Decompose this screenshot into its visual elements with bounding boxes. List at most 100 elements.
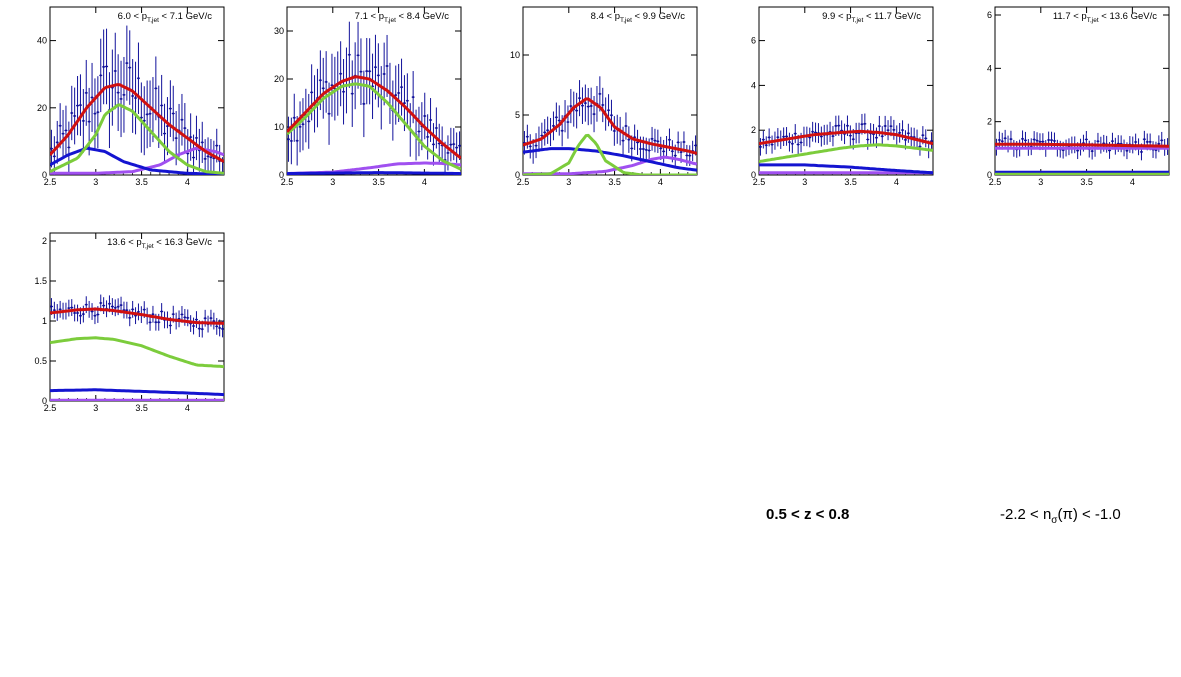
data-point <box>601 103 604 107</box>
data-point <box>163 132 166 135</box>
data-point <box>85 303 88 306</box>
data-point <box>400 86 403 89</box>
data-point <box>552 124 555 127</box>
data-point <box>319 79 322 82</box>
data-point <box>446 151 450 155</box>
data-point <box>811 130 814 133</box>
data-point <box>221 327 224 331</box>
data-point <box>209 156 213 159</box>
data-point <box>799 141 803 144</box>
data-point <box>1041 140 1044 143</box>
data-point <box>215 144 218 147</box>
y-tick-label: 0 <box>987 170 992 180</box>
data-point <box>1001 140 1004 143</box>
x-tick-label: 3.5 <box>844 177 857 187</box>
y-tick-label: 30 <box>274 26 284 36</box>
x-tick-label: 2.5 <box>44 177 57 187</box>
data-point <box>1047 138 1050 142</box>
x-tick-label: 3.5 <box>135 177 148 187</box>
x-tick-label: 2.5 <box>517 177 530 187</box>
data-point <box>776 136 779 139</box>
data-point <box>73 311 76 315</box>
data-point <box>117 91 120 94</box>
x-tick-label: 2.5 <box>753 177 766 187</box>
data-point <box>668 138 671 141</box>
data-point <box>183 316 186 319</box>
data-point <box>154 87 157 90</box>
data-point <box>206 155 210 158</box>
data-point <box>76 104 79 107</box>
panel-5: 2.5 3 3.5 4 0 2 4 6 11.7 < pT,jet < 13.6 GeV/c <box>987 6 1170 187</box>
total-fit-curve <box>523 97 697 155</box>
data-point <box>584 101 587 105</box>
data-point <box>794 132 797 135</box>
data-point <box>852 138 855 141</box>
x-tick-label: 4 <box>185 177 190 187</box>
data-point <box>834 124 837 127</box>
panel-title: 8.4 < pT,jet < 9.9 GeV/c <box>591 11 686 24</box>
green-curve <box>50 336 224 369</box>
data-point <box>831 135 835 138</box>
data-point <box>849 134 852 137</box>
data-point <box>587 105 590 108</box>
y-tick-label: 0 <box>515 170 520 180</box>
data-point <box>875 136 878 139</box>
data-point <box>1157 142 1160 145</box>
data-point <box>67 146 70 149</box>
data-point <box>765 144 768 147</box>
x-tick-label: 3 <box>93 177 98 187</box>
data-point <box>998 138 1001 142</box>
data-point <box>892 128 895 131</box>
data-point <box>1160 139 1163 142</box>
data-point <box>125 62 128 65</box>
data-point <box>1143 138 1146 141</box>
data-point <box>175 137 178 140</box>
green-curve <box>759 143 933 164</box>
data-point <box>642 147 645 151</box>
data-point <box>50 305 53 308</box>
data-point <box>368 70 371 73</box>
data-point <box>195 136 198 140</box>
data-point <box>1140 150 1143 154</box>
data-point <box>172 112 175 115</box>
data-point <box>137 310 140 313</box>
data-point <box>53 309 56 312</box>
x-tick-label: 3.5 <box>1080 177 1093 187</box>
data-point <box>50 147 53 150</box>
data-point <box>412 96 415 99</box>
data-point <box>189 135 192 139</box>
nsigma-range-label: -2.2 < nσ(π) < -1.0 <box>1000 506 1121 526</box>
data-point <box>134 96 137 100</box>
data-points <box>50 294 224 338</box>
data-point <box>67 306 70 310</box>
data-point <box>791 142 794 145</box>
data-point <box>613 129 616 133</box>
data-point <box>287 138 290 141</box>
data-point <box>423 114 426 118</box>
data-point <box>93 314 97 317</box>
data-point <box>782 135 785 138</box>
data-point <box>377 74 380 77</box>
y-tick-label: 4 <box>751 80 756 90</box>
x-tick-label: 4 <box>658 177 663 187</box>
data-point <box>195 318 198 321</box>
data-point <box>339 72 342 75</box>
data-point <box>1038 140 1042 143</box>
y-tick-label: 1.5 <box>34 276 47 286</box>
data-point <box>59 308 62 311</box>
data-point <box>330 84 334 87</box>
data-point <box>688 154 691 157</box>
panel-title: 11.7 < pT,jet < 13.6 GeV/c <box>1053 11 1157 24</box>
data-point <box>555 116 558 119</box>
panel-3: 2.5 3 3.5 4 0 5 10 8.4 < pT,jet < 9.9 GeV/c <box>510 6 698 187</box>
data-point <box>79 103 82 107</box>
data-point <box>290 139 293 143</box>
data-point <box>209 317 213 320</box>
y-tick-label: 2 <box>42 236 47 246</box>
data-point <box>685 154 688 157</box>
data-point <box>160 104 163 107</box>
data-point <box>169 107 172 110</box>
data-point <box>546 129 549 132</box>
plot-frame <box>49 232 225 402</box>
total-fit-curve <box>759 129 933 146</box>
